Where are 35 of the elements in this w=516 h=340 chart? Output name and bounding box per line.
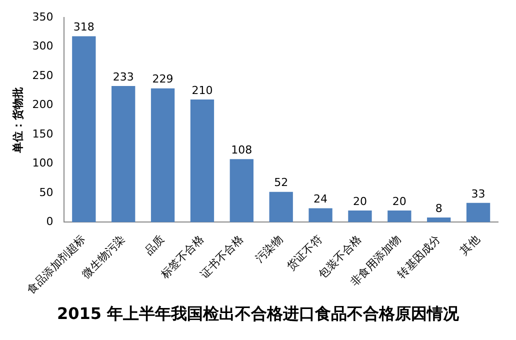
data-label: 20 <box>392 194 406 208</box>
text: 2015 年上半年我国检出不合格进口食品不合格原因情况 <box>56 304 460 325</box>
bar <box>230 159 254 222</box>
y-tick-label: 250 <box>32 68 54 82</box>
y-tick-label: 100 <box>32 156 54 170</box>
data-label: 229 <box>152 72 174 86</box>
data-label: 233 <box>112 70 134 84</box>
y-tick-label: 150 <box>32 127 54 140</box>
data-label: 8 <box>435 202 442 215</box>
bar <box>190 99 214 222</box>
bar <box>72 36 96 222</box>
bar <box>308 208 332 222</box>
data-label: 20 <box>352 194 367 208</box>
bar <box>466 202 490 222</box>
bar <box>427 218 451 222</box>
bar <box>112 86 136 222</box>
x-tick-label: 其他 <box>458 232 482 258</box>
y-tick-label: 200 <box>32 98 54 112</box>
y-tick-label: 0 <box>46 215 54 228</box>
bar <box>269 192 293 222</box>
data-label: 24 <box>314 192 328 206</box>
bar <box>388 210 412 222</box>
data-label: 318 <box>73 20 94 34</box>
y-tick-label: 50 <box>39 186 54 199</box>
x-tick-label: 污染物 <box>252 232 286 266</box>
y-tick-label: 300 <box>32 40 54 53</box>
data-label: 52 <box>274 176 288 190</box>
x-tick-label: 品质 <box>142 232 167 258</box>
data-label: 108 <box>231 143 252 156</box>
y-tick-label: 350 <box>32 10 54 24</box>
data-label: 210 <box>192 84 213 97</box>
bar <box>150 88 175 222</box>
data-label: 33 <box>471 187 486 200</box>
y-axis-title: 单位：货物批 <box>11 86 24 154</box>
bar <box>348 210 372 222</box>
